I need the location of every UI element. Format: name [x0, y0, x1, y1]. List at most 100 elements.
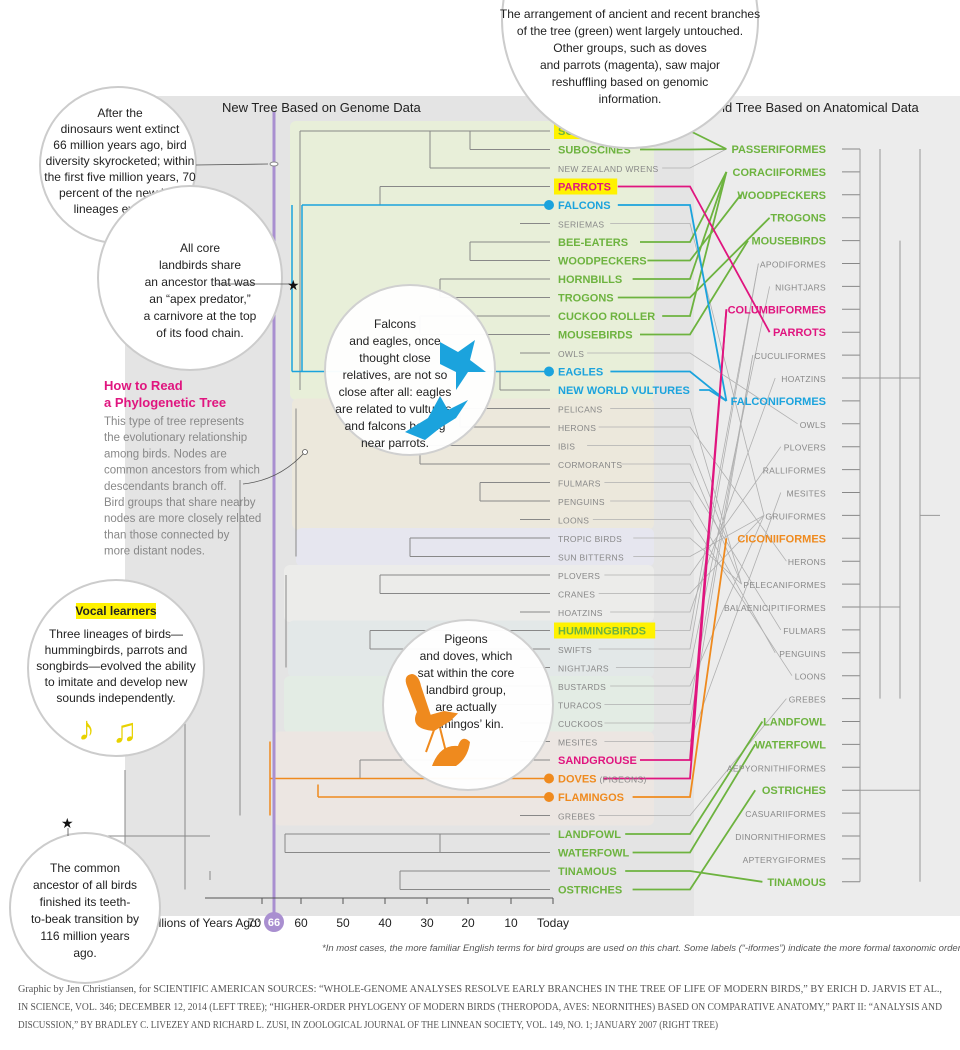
new-tree-label-sun-bitterns: SUN BITTERNS	[558, 553, 624, 563]
co-falc-line: and eagles, once	[349, 334, 441, 348]
new-tree-label-bustards: BUSTARDS	[558, 682, 606, 692]
new-tree-label-cuckoo-roller: CUCKOO ROLLER	[558, 311, 655, 323]
old-tree-label-penguins: PENGUINS	[779, 649, 826, 659]
axis-tick-label: 10	[504, 916, 518, 930]
old-tree-label-falconiformes: FALCONIFORMES	[731, 396, 826, 408]
callout-common-ancestor: The common ancestor of all birds finished …	[9, 815, 161, 984]
link-tinamous-to-tinamous	[625, 870, 763, 883]
link-turacos-to-cuculiformes	[604, 355, 754, 705]
new-tree-label-doves: DOVES	[558, 774, 597, 786]
new-tree-label-hummingbirds: HUMMINGBIRDS	[558, 626, 646, 638]
callout-how-to-read: How to Read a Phylogenetic Tree This type …	[104, 378, 261, 558]
co-common-line: The common	[50, 861, 120, 875]
old-tree-label-balaenicipitiformes: BALAENICIPITIFORMES	[724, 603, 826, 613]
old-tree-label-mousebirds: MOUSEBIRDS	[751, 236, 826, 248]
old-tree-label-woodpeckers: WOODPECKERS	[737, 190, 826, 202]
co-falc-line: close after all: eagles	[339, 385, 452, 399]
link-seriemas-to-gruiformes	[610, 223, 765, 516]
co-vocal-line: sounds independently.	[56, 691, 175, 705]
old-tree-label-casuariiformes: CASUARIIFORMES	[745, 809, 826, 819]
old-tree-label-landfowl: LANDFOWL	[763, 717, 826, 729]
link-falcons-to-falconiformes	[617, 204, 728, 402]
link-ostriches-to-ostriches	[632, 789, 756, 891]
old-tree-label-coraciiformes: CORACIIFORMES	[733, 167, 827, 179]
link-flamingos-to-ciconiiformes	[632, 538, 728, 798]
old-tree-label-fulmars: FULMARS	[783, 626, 826, 636]
callout-top: The arrangement of ancient and recent br…	[500, 0, 760, 149]
new-tree-label-suffix: (PIGEONS)	[600, 775, 647, 785]
link-woodpeckers-to-woodpeckers	[647, 194, 742, 262]
new-tree-label-mesites: MESITES	[558, 738, 597, 748]
axis-tick-label: Today	[537, 916, 569, 930]
link-ibis-to-ciconiiformes	[587, 445, 727, 539]
link-penguins-to-penguins	[610, 500, 776, 653]
howto-body-line: nodes are more closely related	[104, 513, 261, 525]
new-tree-label-trogons: TROGONS	[558, 293, 614, 305]
new-tree-label-plovers: PLOVERS	[558, 571, 600, 581]
co-common-line: to-beak transition by	[31, 912, 139, 926]
co-land-line: a carnivore at the top	[144, 309, 257, 323]
callout-vocal: Vocal learners Three lineages of birds— h…	[27, 579, 205, 757]
new-tree-label-herons: HERONS	[558, 423, 596, 433]
old-tree-label-parrots: PARROTS	[773, 327, 826, 339]
link-waterfowl-to-waterfowl	[632, 743, 756, 854]
link-suboscines-to-passeriformes	[640, 148, 727, 151]
howto-body-line: common ancestors from which	[104, 465, 260, 477]
old-tree-label-nightjars: NIGHTJARS	[775, 282, 826, 292]
co-common-line: ancestor of all birds	[33, 878, 137, 892]
pigeon-icon	[432, 738, 470, 766]
link-cormorants-to-pelecaniformes	[621, 463, 742, 585]
link-doves-to-columbiformes	[603, 309, 728, 780]
old-tree-label-herons: HERONS	[788, 557, 826, 567]
link-parrots-to-parrots	[617, 185, 771, 333]
tree-links	[587, 130, 798, 891]
new-tree-label-eagles: EAGLES	[558, 367, 603, 379]
new-tree-label-cormorants: CORMORANTS	[558, 460, 622, 470]
howto-body-line: among birds. Nodes are	[104, 448, 227, 460]
new-tree-label-owls: OWLS	[558, 349, 584, 359]
old-tree-labels: PASSERIFORMES CORACIIFORMES WOODPECKERS TRO…	[724, 144, 826, 889]
old-tree-label-columbiformes: COLUMBIFORMES	[728, 304, 826, 316]
co-common-line: ago.	[73, 946, 96, 960]
old-tree-label-pelecaniformes: PELECANIFORMES	[743, 580, 826, 590]
co-falc-line: thought close	[359, 351, 431, 365]
new-tree-label-loons: LOONS	[558, 516, 589, 526]
callout-landbirds: All core landbirds share an ancestor that …	[97, 185, 300, 371]
old-tree-label-hoatzins: HOATZINS	[781, 374, 826, 384]
co-pig-line: Pigeons	[444, 632, 487, 646]
new-tree-label-flamingos: FLAMINGOS	[558, 792, 624, 804]
eagle-icon	[440, 340, 486, 390]
old-tree-label-apterygiformes: APTERYGIFORMES	[743, 855, 826, 865]
co-vocal-line: Three lineages of birds—	[49, 627, 183, 641]
new-tree-label-fulmars: FULMARS	[558, 479, 601, 489]
new-tree-label-cuckoos: CUCKOOS	[558, 719, 603, 729]
new-tree-label-waterfowl: WATERFOWL	[558, 848, 630, 860]
old-tree-label-tinamous: TINAMOUS	[767, 877, 826, 889]
axis-tick-label: 60	[294, 916, 308, 930]
old-tree-label-apodiformes: APODIFORMES	[760, 260, 826, 270]
co-top-line: and parrots (magenta), saw major	[540, 58, 720, 72]
link-cuckoo-roller-to-coraciiformes	[662, 171, 728, 317]
link-new-zealand-wrens-to-passeriformes	[662, 148, 727, 169]
falcon-icon	[405, 396, 468, 440]
link-hummingbirds-to-apodiformes	[654, 263, 759, 631]
howto-title-line: How to Read	[104, 378, 183, 393]
credits-line-3: DISCUSSION,” BY BRADLEY C. LIVEZEY AND R…	[18, 1020, 718, 1031]
link-grebes-to-grebes	[598, 698, 787, 816]
label-highlight	[554, 178, 618, 195]
new-tree-label-ibis: IBIS	[558, 442, 575, 452]
new-tree-label-new-world-vultures: NEW WORLD VULTURES	[558, 385, 690, 397]
co-pig-line: are actually	[435, 700, 496, 714]
new-tree-label-tinamous: TINAMOUS	[558, 866, 617, 878]
co-top-line: The arrangement of ancient and recent br…	[500, 7, 760, 21]
music-notes-icon: ♫	[112, 712, 138, 750]
axis-title: Millions of Years Ago:	[146, 916, 260, 930]
new-tree-label-bee-eaters: BEE-EATERS	[558, 237, 628, 249]
co-dino-line: dinosaurs went extinct	[61, 122, 180, 136]
link-bustards-to-gruiformes	[610, 515, 765, 687]
link-eagles-to-falconiformes	[610, 370, 727, 402]
co-dino-line: diversity skyrocketed; within	[46, 154, 195, 168]
co-falc-line: relatives, are not so	[343, 368, 448, 382]
new-tree-label-new-zealand-wrens: NEW ZEALAND WRENS	[558, 164, 659, 174]
